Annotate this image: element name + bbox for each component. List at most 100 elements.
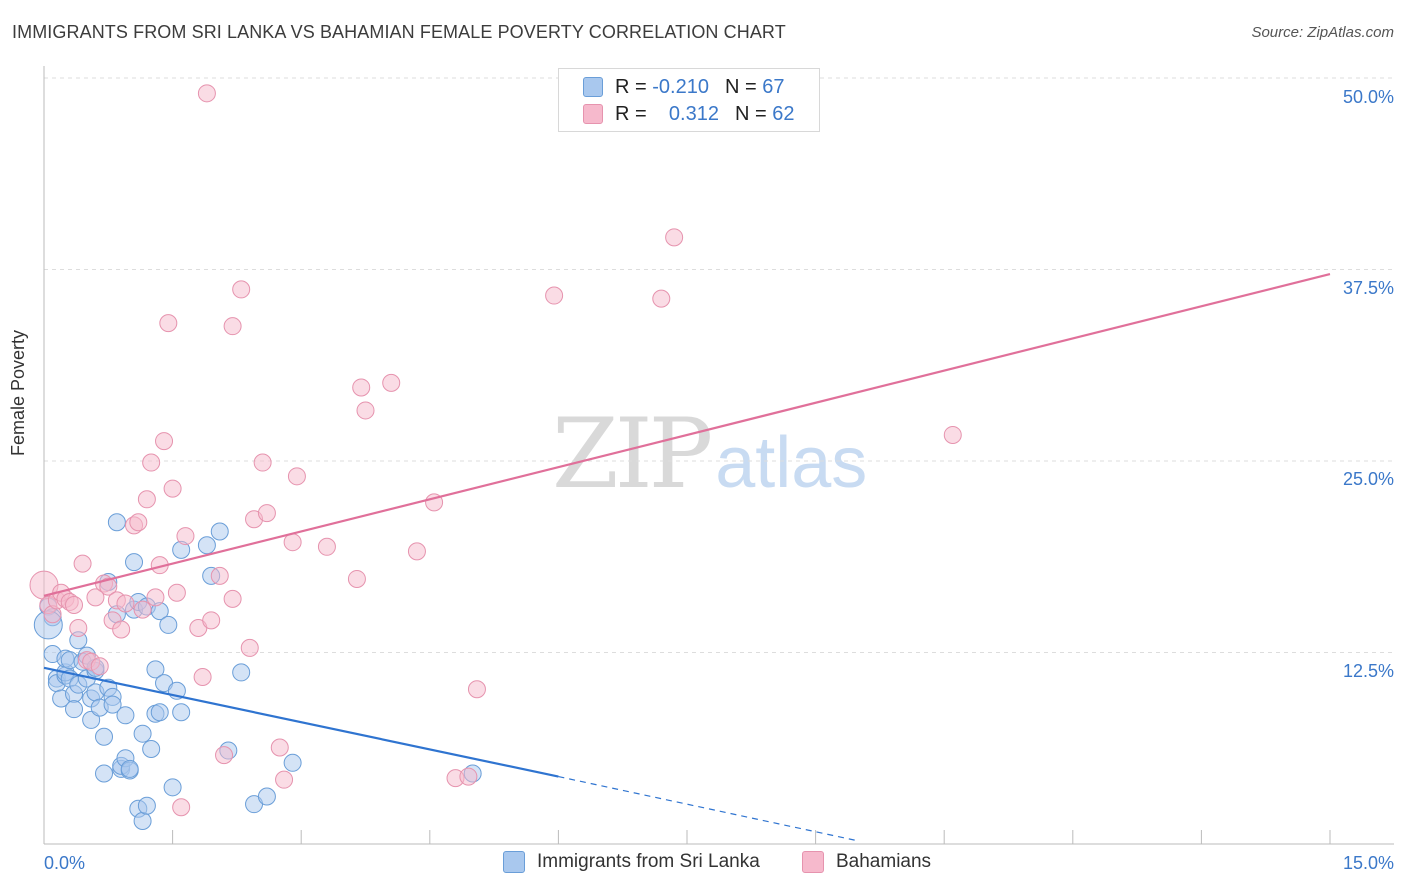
sri-lanka-point (142, 740, 161, 759)
r-label: R = (615, 102, 647, 125)
watermark-atlas: atlas (715, 423, 868, 503)
bahamians-point (347, 569, 366, 588)
bahamians-point (159, 314, 178, 333)
bahamians-point (240, 638, 259, 657)
y-tick-label-37-5: 37.5% (1342, 278, 1394, 298)
sri-lanka-point (95, 764, 114, 783)
sri-lanka-point (116, 706, 135, 725)
bahamians-point (116, 594, 135, 613)
r-value: -0.210 (652, 75, 709, 98)
bahamians-point (112, 620, 131, 639)
sri-lanka-point (125, 553, 144, 572)
n-value: 67 (762, 75, 785, 98)
bahamians-point (382, 373, 401, 392)
chart-source: Source: ZipAtlas.com (1251, 24, 1394, 41)
n-value: 62 (772, 102, 795, 125)
legend-item-bahamians[interactable]: Bahamians (802, 851, 931, 873)
bahamians-point (223, 317, 242, 336)
bahamians-point (652, 289, 671, 308)
bahamians-point (202, 611, 221, 630)
bahamians-point (317, 537, 336, 556)
bahamians-point (223, 589, 242, 608)
bahamians-point (193, 668, 212, 687)
sri-lanka-point (232, 663, 251, 682)
bahamians-point (215, 746, 234, 765)
sri-lanka-trend-line (43, 666, 559, 778)
bahamians-point (90, 657, 109, 676)
stats-row-bahamians: R = 0.312 N = 62 (583, 101, 794, 127)
sri-lanka-point (133, 724, 152, 743)
bahamians-point (257, 504, 276, 523)
bahamians-point (86, 588, 105, 607)
bahamians-point (352, 378, 371, 397)
legend-label: Immigrants from Sri Lanka (537, 851, 760, 872)
bahamians-point (73, 554, 92, 573)
blue-swatch-icon (583, 77, 603, 97)
bahamians-point (155, 432, 174, 451)
sri-lanka-point (283, 753, 302, 772)
stats-row-sri-lanka: R = -0.210 N = 67 (583, 74, 784, 100)
x-tick-label-max: 15.0% (1342, 853, 1394, 873)
bahamians-point (232, 280, 251, 299)
bahamians-point (99, 577, 118, 596)
bahamians-point (176, 527, 195, 546)
bahamians-point (197, 84, 216, 103)
sri-lanka-point (257, 787, 276, 806)
series-legend: Immigrants from Sri Lanka Bahamians (0, 851, 1406, 877)
bahamians-point (137, 490, 156, 509)
sri-lanka-point (120, 759, 139, 778)
sri-lanka-point (172, 703, 191, 722)
bahamians-point (65, 596, 84, 615)
x-tick-label-min: 0.0% (44, 853, 86, 873)
sri-lanka-point (137, 796, 156, 815)
pink-swatch-icon (802, 851, 824, 873)
bahamians-point (356, 401, 375, 420)
bahamians-point (129, 513, 148, 532)
bahamians-point (167, 583, 186, 602)
bahamians-point (163, 479, 182, 498)
bahamians-point (146, 588, 165, 607)
r-value: 0.312 (668, 102, 719, 125)
y-tick-label-25: 25.0% (1342, 469, 1394, 489)
sri-lanka-point (163, 778, 182, 797)
sri-lanka-point (197, 536, 216, 555)
watermark-zip: ZIP (552, 398, 713, 510)
bahamians-point (172, 798, 191, 817)
bahamians-point (210, 566, 229, 585)
bahamians-point (283, 533, 302, 552)
watermark: ZIPatlas (552, 398, 867, 510)
sri-lanka-point (107, 513, 126, 532)
n-label: N = (724, 75, 757, 98)
stats-legend: R = -0.210 N = 67 R = 0.312 N = 62 (558, 68, 820, 132)
bahamians-point (142, 453, 161, 472)
bahamians-point (665, 228, 684, 247)
y-tick-label-12-5: 12.5% (1342, 661, 1394, 681)
sri-lanka-point (150, 703, 169, 722)
sri-lanka-point (133, 812, 152, 831)
sri-lanka-trend-extension (558, 776, 859, 842)
legend-item-sri-lanka[interactable]: Immigrants from Sri Lanka (503, 851, 760, 873)
bahamians-point (467, 680, 486, 699)
sri-lanka-point (95, 727, 114, 746)
sri-lanka-point (82, 710, 101, 729)
bahamians-trend-line (43, 273, 1331, 597)
chart-title: IMMIGRANTS FROM SRI LANKA VS BAHAMIAN FE… (12, 22, 786, 42)
bahamians-point (270, 738, 289, 757)
sri-lanka-point (210, 522, 229, 541)
r-label: R = (615, 75, 647, 98)
legend-label: Bahamians (836, 851, 932, 872)
pink-swatch-icon (583, 104, 603, 124)
bahamians-point (943, 425, 962, 444)
bahamians-point (287, 467, 306, 486)
sri-lanka-point (159, 615, 178, 634)
sri-lanka-point (103, 695, 122, 714)
bahamians-point (545, 286, 564, 305)
bahamians-point (275, 770, 294, 789)
bahamians-point (69, 618, 88, 637)
y-tick-label-50: 50.0% (1342, 87, 1394, 107)
bahamians-point (459, 767, 478, 786)
sri-lanka-point (146, 660, 165, 679)
bahamians-point (253, 453, 272, 472)
blue-swatch-icon (503, 851, 525, 873)
